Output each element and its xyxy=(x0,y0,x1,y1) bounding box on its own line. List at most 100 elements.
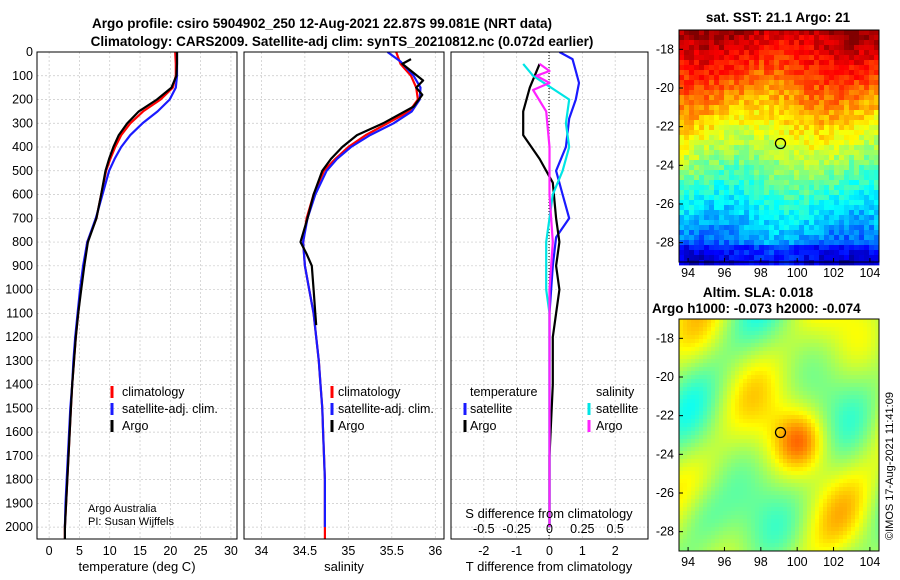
heatmap-cell xyxy=(683,403,688,408)
heatmap-cell xyxy=(739,439,744,444)
heatmap-cell xyxy=(699,399,704,404)
heatmap-cell xyxy=(689,65,695,71)
heatmap-cell xyxy=(779,511,784,516)
heatmap-cell xyxy=(743,339,748,344)
heatmap-cell xyxy=(809,240,815,246)
heatmap-cell xyxy=(839,403,844,408)
heatmap-cell xyxy=(814,250,820,256)
heatmap-cell xyxy=(854,60,860,66)
heatmap-cell xyxy=(731,375,736,380)
heatmap-cell xyxy=(795,447,800,452)
heatmap-cell xyxy=(863,363,868,368)
heatmap-cell xyxy=(767,375,772,380)
heatmap-cell xyxy=(849,115,855,121)
heatmap-cell xyxy=(874,150,880,156)
heatmap-cell xyxy=(755,507,760,512)
heatmap-cell xyxy=(787,383,792,388)
heatmap-cell xyxy=(864,50,870,56)
heatmap-cell xyxy=(859,90,865,96)
heatmap-cell xyxy=(739,495,744,500)
heatmap-cell xyxy=(689,210,695,216)
heatmap-cell xyxy=(835,535,840,540)
heatmap-cell xyxy=(679,367,684,372)
heatmap-cell xyxy=(703,467,708,472)
heatmap-cell xyxy=(864,205,870,211)
heatmap-cell xyxy=(835,319,840,324)
heatmap-cell xyxy=(819,487,824,492)
heatmap-cell xyxy=(694,150,700,156)
heatmap-cell xyxy=(787,503,792,508)
heatmap-cell xyxy=(779,415,784,420)
heatmap-cell xyxy=(794,95,800,101)
difference-tick-labels: -2 -1 0 1 2 xyxy=(478,544,618,558)
heatmap-cell xyxy=(719,419,724,424)
heatmap-cell xyxy=(847,367,852,372)
heatmap-cell xyxy=(867,459,872,464)
heatmap-cell xyxy=(771,483,776,488)
heatmap-cell xyxy=(799,255,805,261)
heatmap-cell xyxy=(715,319,720,324)
heatmap-cell xyxy=(779,491,784,496)
heatmap-cell xyxy=(694,130,700,136)
heatmap-cell xyxy=(863,395,868,400)
heatmap-cell xyxy=(783,351,788,356)
heatmap-cell xyxy=(771,351,776,356)
heatmap-cell xyxy=(851,335,856,340)
heatmap-cell xyxy=(679,471,684,476)
heatmap-cell xyxy=(824,35,830,41)
heatmap-cell xyxy=(789,115,795,121)
heatmap-cell xyxy=(863,347,868,352)
heatmap-cell xyxy=(769,45,775,51)
heatmap-cell xyxy=(699,363,704,368)
heatmap-cell xyxy=(867,375,872,380)
heatmap-cell xyxy=(699,487,704,492)
heatmap-cell xyxy=(814,90,820,96)
heatmap-cell xyxy=(759,395,764,400)
heatmap-cell xyxy=(727,367,732,372)
heatmap-cell xyxy=(794,30,800,36)
heatmap-cell xyxy=(715,331,720,336)
heatmap-cell xyxy=(784,70,790,76)
heatmap-cell xyxy=(731,419,736,424)
heatmap-cell xyxy=(847,547,852,552)
heatmap-cell xyxy=(871,319,876,324)
heatmap-cell xyxy=(799,40,805,46)
heatmap-cell xyxy=(849,160,855,166)
heatmap-cell xyxy=(734,110,740,116)
map-y-tick-label: -24 xyxy=(656,158,674,172)
heatmap-cell xyxy=(824,105,830,111)
heatmap-cell xyxy=(739,327,744,332)
heatmap-cell xyxy=(867,487,872,492)
heatmap-cell xyxy=(751,459,756,464)
heatmap-cell xyxy=(874,45,880,51)
heatmap-cell xyxy=(864,255,870,261)
heatmap-cell xyxy=(829,85,835,91)
heatmap-cell xyxy=(719,463,724,468)
heatmap-cell xyxy=(847,347,852,352)
heatmap-cell xyxy=(855,435,860,440)
heatmap-cell xyxy=(783,515,788,520)
heatmap-cell xyxy=(754,75,760,81)
heatmap-cell xyxy=(789,95,795,101)
heatmap-cell xyxy=(869,225,875,231)
heatmap-cell xyxy=(709,135,715,141)
heatmap-cell xyxy=(769,130,775,136)
heatmap-cell xyxy=(774,250,780,256)
heatmap-cell xyxy=(779,503,784,508)
heatmap-cell xyxy=(849,155,855,161)
heatmap-cell xyxy=(747,523,752,528)
heatmap-cell xyxy=(707,343,712,348)
heatmap-cell xyxy=(695,531,700,536)
heatmap-cell xyxy=(867,363,872,368)
heatmap-cell xyxy=(754,60,760,66)
heatmap-cell xyxy=(694,240,700,246)
heatmap-cell xyxy=(834,80,840,86)
heatmap-cell xyxy=(851,531,856,536)
heatmap-cell xyxy=(864,155,870,161)
heatmap-cell xyxy=(767,363,772,368)
heatmap-cell xyxy=(787,547,792,552)
heatmap-cell xyxy=(755,439,760,444)
heatmap-cell xyxy=(804,185,810,191)
heatmap-cell xyxy=(699,543,704,548)
heatmap-cell xyxy=(754,255,760,261)
